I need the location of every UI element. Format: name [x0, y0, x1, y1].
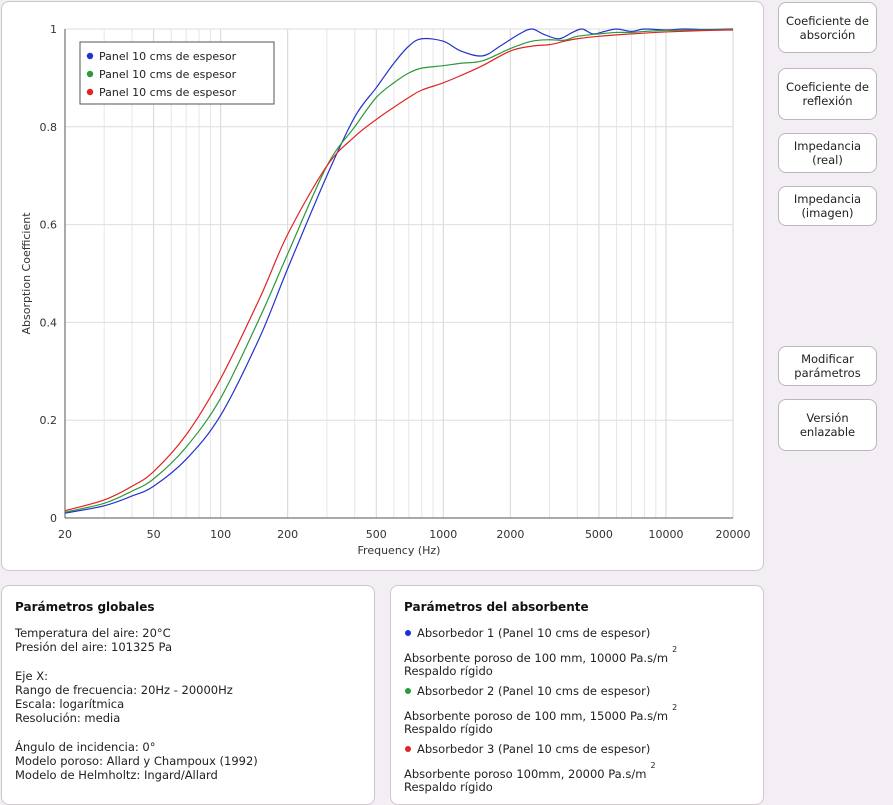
y-tick-label: 0 — [50, 512, 57, 525]
y-tick-label: 0.4 — [40, 316, 58, 329]
x-tick-label: 5000 — [585, 528, 613, 541]
absorber-1-label-row: Absorbedor 1 (Panel 10 cms de espesor) — [404, 626, 650, 640]
x-tick-label: 10000 — [648, 528, 683, 541]
absorber-parameters-panel: Parámetros del absorbente Absorbedor 1 (… — [390, 585, 764, 805]
x-tick-label: 50 — [147, 528, 161, 541]
absorber-1-backing: Respaldo rígido — [404, 664, 493, 678]
legend-label-3: Panel 10 cms de espesor — [99, 86, 237, 99]
absorption-coefficient-button[interactable]: Coeficiente de absorción — [778, 2, 877, 53]
air-pressure: Presión del aire: 101325 Pa — [15, 640, 173, 654]
reflection-coefficient-button[interactable]: Coeficiente de reflexión — [778, 68, 877, 120]
x-tick-label: 100 — [210, 528, 231, 541]
global-parameters-panel: Parámetros globales Temperatura del aire… — [1, 585, 375, 805]
absorption-chart: 20 50 100 200 500 1000 2000 5000 10000 20000 0 0.2 0… — [20, 23, 751, 557]
x-tick-label: 1000 — [429, 528, 457, 541]
absorber-2-dot — [405, 688, 411, 694]
x-axis-heading: Eje X: — [15, 669, 48, 683]
helmholtz-model: Modelo de Helmholtz: Ingard/Allard — [15, 768, 218, 782]
y-tick-label: 0.6 — [40, 219, 58, 232]
absorber-2-sup: 2 — [672, 703, 678, 712]
y-tick-label: 0.8 — [40, 121, 58, 134]
x-tick-label: 500 — [366, 528, 387, 541]
impedance-imaginary-button[interactable]: Impedancia (imagen) — [778, 186, 877, 226]
legend-marker-1 — [86, 52, 94, 60]
absorber-3-dot — [405, 746, 411, 752]
absorber-1-sup: 2 — [672, 645, 678, 654]
absorber-3-desc: Absorbente poroso 100mm, 20000 Pa.s/m — [404, 766, 647, 781]
absorber-1-desc: Absorbente poroso de 100 mm, 10000 Pa.s/… — [404, 650, 669, 665]
series-2-line — [64, 28, 734, 513]
y-tick-label: 0.2 — [40, 414, 58, 427]
x-tick-label: 20000 — [716, 528, 751, 541]
x-tick-label: 20 — [58, 528, 72, 541]
legend-box — [79, 41, 275, 105]
y-axis-title: Absorption Coefficient — [20, 212, 33, 335]
absorber-1-desc-row: Absorbente poroso de 100 mm, 10000 Pa.s/… — [404, 645, 677, 665]
absorber-parameters-title: Parámetros del absorbente — [404, 600, 589, 614]
incidence-angle: Ángulo de incidencia: 0° — [15, 740, 156, 754]
impedance-real-button[interactable]: Impedancia (real) — [778, 133, 877, 173]
absorber-1-dot — [405, 630, 411, 636]
y-tick-label: 1 — [50, 23, 57, 36]
series-1-line — [64, 28, 734, 514]
absorber-3-label-row: Absorbedor 3 (Panel 10 cms de espesor) — [404, 742, 650, 756]
global-parameters-title: Parámetros globales — [15, 600, 155, 614]
absorber-1-label: Absorbedor 1 (Panel 10 cms de espesor) — [417, 626, 651, 640]
x-tick-label: 2000 — [496, 528, 524, 541]
legend-label-1: Panel 10 cms de espesor — [99, 50, 237, 63]
legend-marker-2 — [86, 70, 94, 78]
absorber-2-desc: Absorbente poroso de 100 mm, 15000 Pa.s/… — [404, 708, 669, 723]
absorber-3-backing: Respaldo rígido — [404, 780, 493, 794]
x-tick-label: 200 — [277, 528, 298, 541]
modify-parameters-button[interactable]: Modificar parámetros — [778, 346, 877, 386]
absorber-3-label: Absorbedor 3 (Panel 10 cms de espesor) — [417, 742, 651, 756]
scale: Escala: logarítmica — [15, 697, 125, 711]
absorber-3-sup: 2 — [650, 761, 656, 770]
linkable-version-button[interactable]: Versión enlazable — [778, 399, 877, 451]
resolution: Resolución: media — [15, 711, 121, 725]
absorber-2-label: Absorbedor 2 (Panel 10 cms de espesor) — [417, 684, 651, 698]
absorber-2-desc-row: Absorbente poroso de 100 mm, 15000 Pa.s/… — [404, 703, 677, 723]
frequency-range: Rango de frecuencia: 20Hz - 20000Hz — [15, 683, 233, 697]
absorber-2-backing: Respaldo rígido — [404, 722, 493, 736]
porous-model: Modelo poroso: Allard y Champoux (1992) — [15, 754, 258, 768]
chart-panel: 20 50 100 200 500 1000 2000 5000 10000 20000 0 0.2 0… — [1, 1, 764, 571]
legend-label-2: Panel 10 cms de espesor — [99, 68, 237, 81]
air-temperature: Temperatura del aire: 20°C — [15, 626, 171, 640]
series-3-line — [64, 29, 734, 512]
absorber-2-label-row: Absorbedor 2 (Panel 10 cms de espesor) — [404, 684, 650, 698]
x-axis-title: Frequency (Hz) — [358, 544, 441, 557]
absorber-3-desc-row: Absorbente poroso 100mm, 20000 Pa.s/m2 — [404, 761, 656, 781]
legend-marker-3 — [86, 88, 94, 96]
